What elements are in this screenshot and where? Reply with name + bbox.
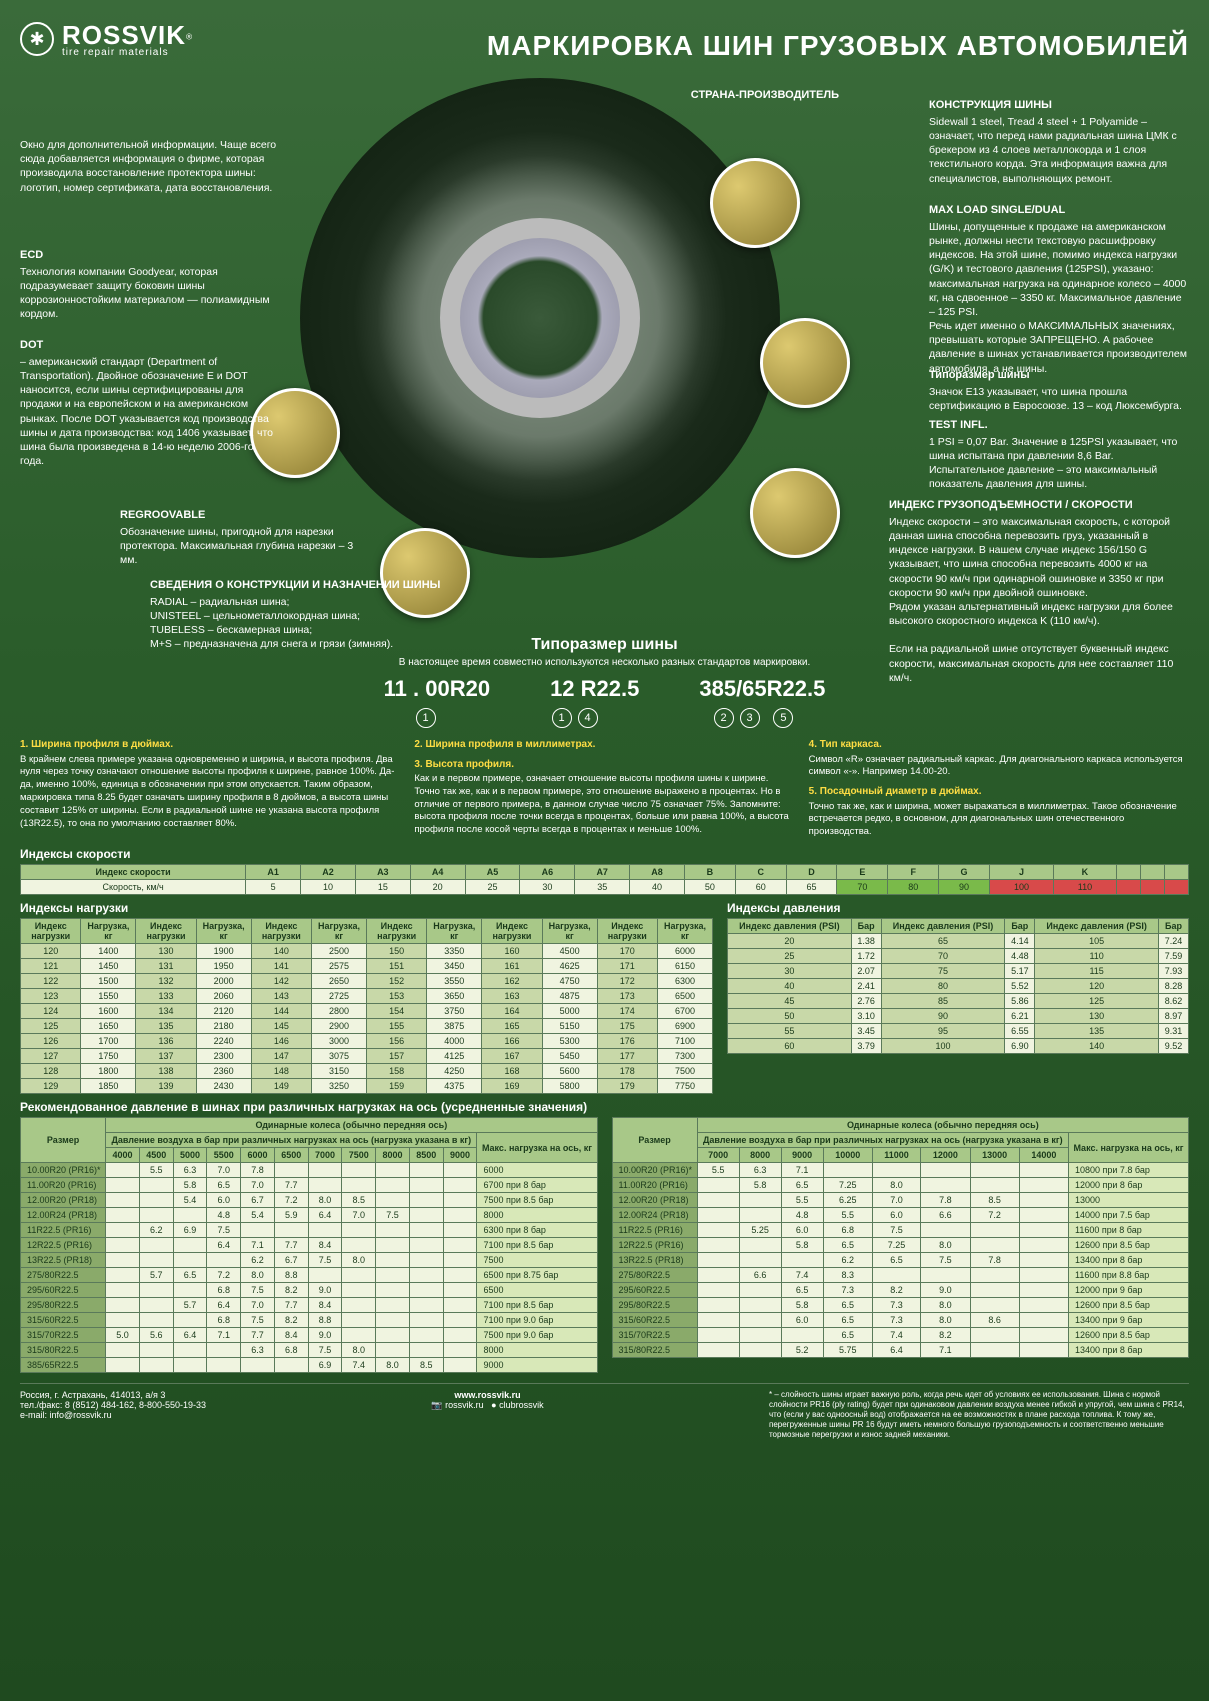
pressure-title: Индексы давления [727,901,1189,915]
rec-pressure-table-2: РазмерОдинарные колеса (обычно передняя … [612,1117,1190,1358]
callout: MAX LOAD SINGLE/DUALШины, допущенные к п… [929,203,1189,376]
callout: Окно для дополнительной информации. Чаще… [20,138,280,195]
brand-name: ROSSVIK [62,20,186,50]
callout: КОНСТРУКЦИЯ ШИНЫSidewall 1 steel, Tread … [929,98,1189,186]
rec-pressure-table-1: РазмерОдинарные колеса (обычно передняя … [20,1117,598,1373]
size-example: 11 . 00R20 [384,676,490,702]
page-title: МАРКИРОВКА ШИН ГРУЗОВЫХ АВТОМОБИЛЕЙ [487,30,1189,62]
load-index-table: Индекс нагрузкиНагрузка, кгИндекс нагруз… [20,918,713,1094]
pressure-index-table: Индекс давления (PSI)БарИндекс давления … [727,918,1189,1054]
footer: Россия, г. Астрахань, 414013, а/я 3 тел.… [20,1383,1189,1440]
detail-bubble [710,158,800,248]
detail-bubble [750,468,840,558]
callout: REGROOVABLEОбозначение шины, пригодной д… [120,508,360,567]
size-example: 385/65R22.5 [699,676,825,702]
reg-mark: ® [186,32,192,42]
size-example: 12 R22.5 [550,676,639,702]
detail-bubble [760,318,850,408]
callout: ECDТехнология компании Goodyear, которая… [20,248,280,322]
callout: TEST INFL.1 PSI = 0,07 Bar. Значение в 1… [929,418,1189,492]
tire-image [300,78,780,558]
callout: СТРАНА-ПРОИЗВОДИТЕЛЬ [691,88,839,105]
callout: Типоразмер шиныЗначок E13 указывает, что… [929,368,1189,413]
speed-index-table: Индекс скоростиA1A2A3A4A5A6A7A8BCDEFGJKС… [20,864,1189,895]
load-title: Индексы нагрузки [20,901,713,915]
callout: СВЕДЕНИЯ О КОНСТРУКЦИИ И НАЗНАЧЕНИИ ШИНЫ… [150,578,440,652]
logo-mark-icon: ✱ [20,22,54,56]
callout: DOT – американский стандарт (Department … [20,338,280,468]
speed-title: Индексы скорости [20,847,1189,861]
rec-title: Рекомендованное давление в шинах при раз… [20,1100,1189,1114]
size-legend: 1. Ширина профиля в дюймах.В крайнем сле… [20,738,1189,839]
callout: ИНДЕКС ГРУЗОПОДЪЕМНОСТИ / СКОРОСТИИндекс… [889,498,1189,685]
